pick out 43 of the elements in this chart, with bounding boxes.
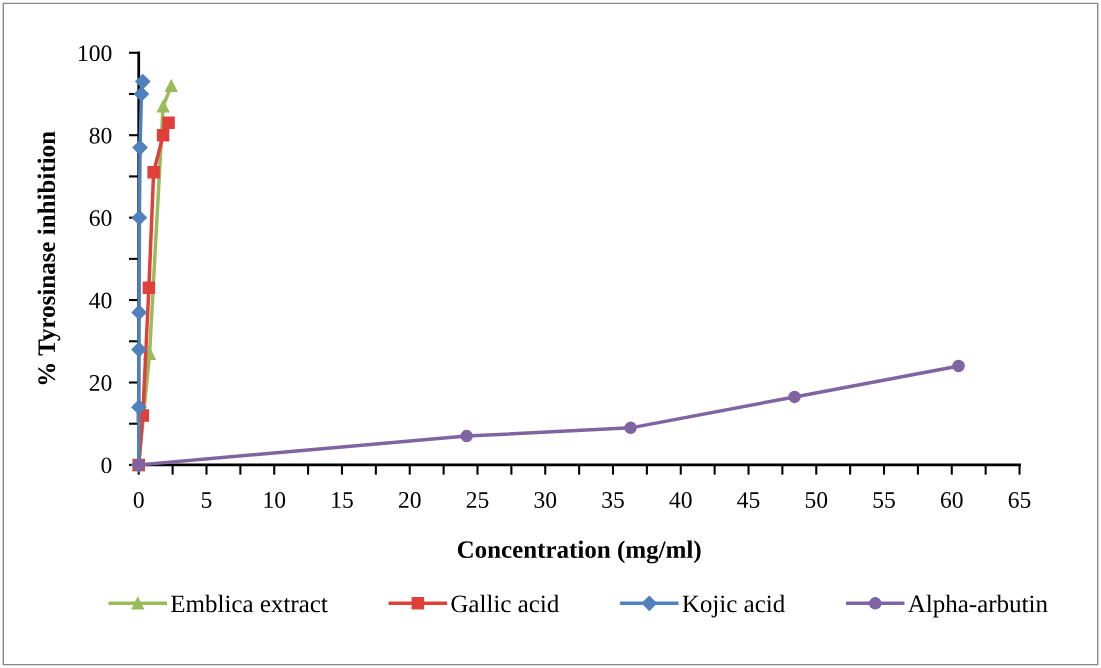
legend-label: Alpha-arbutin — [907, 594, 1048, 618]
x-tick-label: 65 — [1008, 492, 1031, 508]
point — [164, 79, 178, 92]
y-tick-label: 0 — [101, 457, 112, 474]
x-tick-label: 35 — [602, 492, 624, 508]
y-axis-title: % Tyrosinase inhibition — [37, 131, 61, 385]
y-tick-label: 80 — [89, 127, 112, 144]
x-tick-label: 45 — [737, 492, 760, 508]
point — [460, 429, 473, 443]
point — [131, 304, 147, 321]
point — [162, 116, 175, 130]
x-tick-label: 30 — [534, 492, 557, 508]
point — [133, 86, 150, 102]
point — [131, 210, 147, 226]
y-tick-label: 60 — [89, 210, 112, 227]
point — [131, 341, 147, 358]
point — [135, 74, 151, 90]
x-tick-label: 55 — [873, 492, 895, 508]
point — [952, 359, 965, 373]
x-tick-label: 60 — [940, 492, 963, 508]
legend-label: Emblica extract — [170, 594, 328, 613]
x-tick-label: 50 — [805, 492, 828, 508]
point — [142, 281, 156, 294]
y-tick-label: 40 — [89, 292, 112, 309]
x-tick-label: 10 — [264, 492, 286, 508]
x-tick-label: 20 — [398, 492, 421, 508]
point — [156, 128, 170, 142]
point — [132, 139, 148, 156]
point — [147, 166, 160, 179]
x-tick-label: 40 — [669, 492, 692, 508]
point — [131, 399, 147, 415]
x-axis-title: Concentration (mg/ml) — [457, 540, 701, 564]
y-tick-label: 20 — [89, 374, 112, 391]
point — [624, 421, 637, 435]
legend-label: Gallic acid — [451, 594, 559, 613]
x-tick-label: 5 — [201, 492, 212, 508]
legend-label: Kojic acid — [682, 594, 785, 618]
y-tick-label: 100 — [79, 45, 112, 62]
x-tick-label: 15 — [332, 492, 353, 508]
x-tick-label: 0 — [133, 492, 144, 508]
point — [788, 390, 801, 404]
point — [156, 100, 170, 113]
x-tick-label: 25 — [466, 492, 489, 508]
